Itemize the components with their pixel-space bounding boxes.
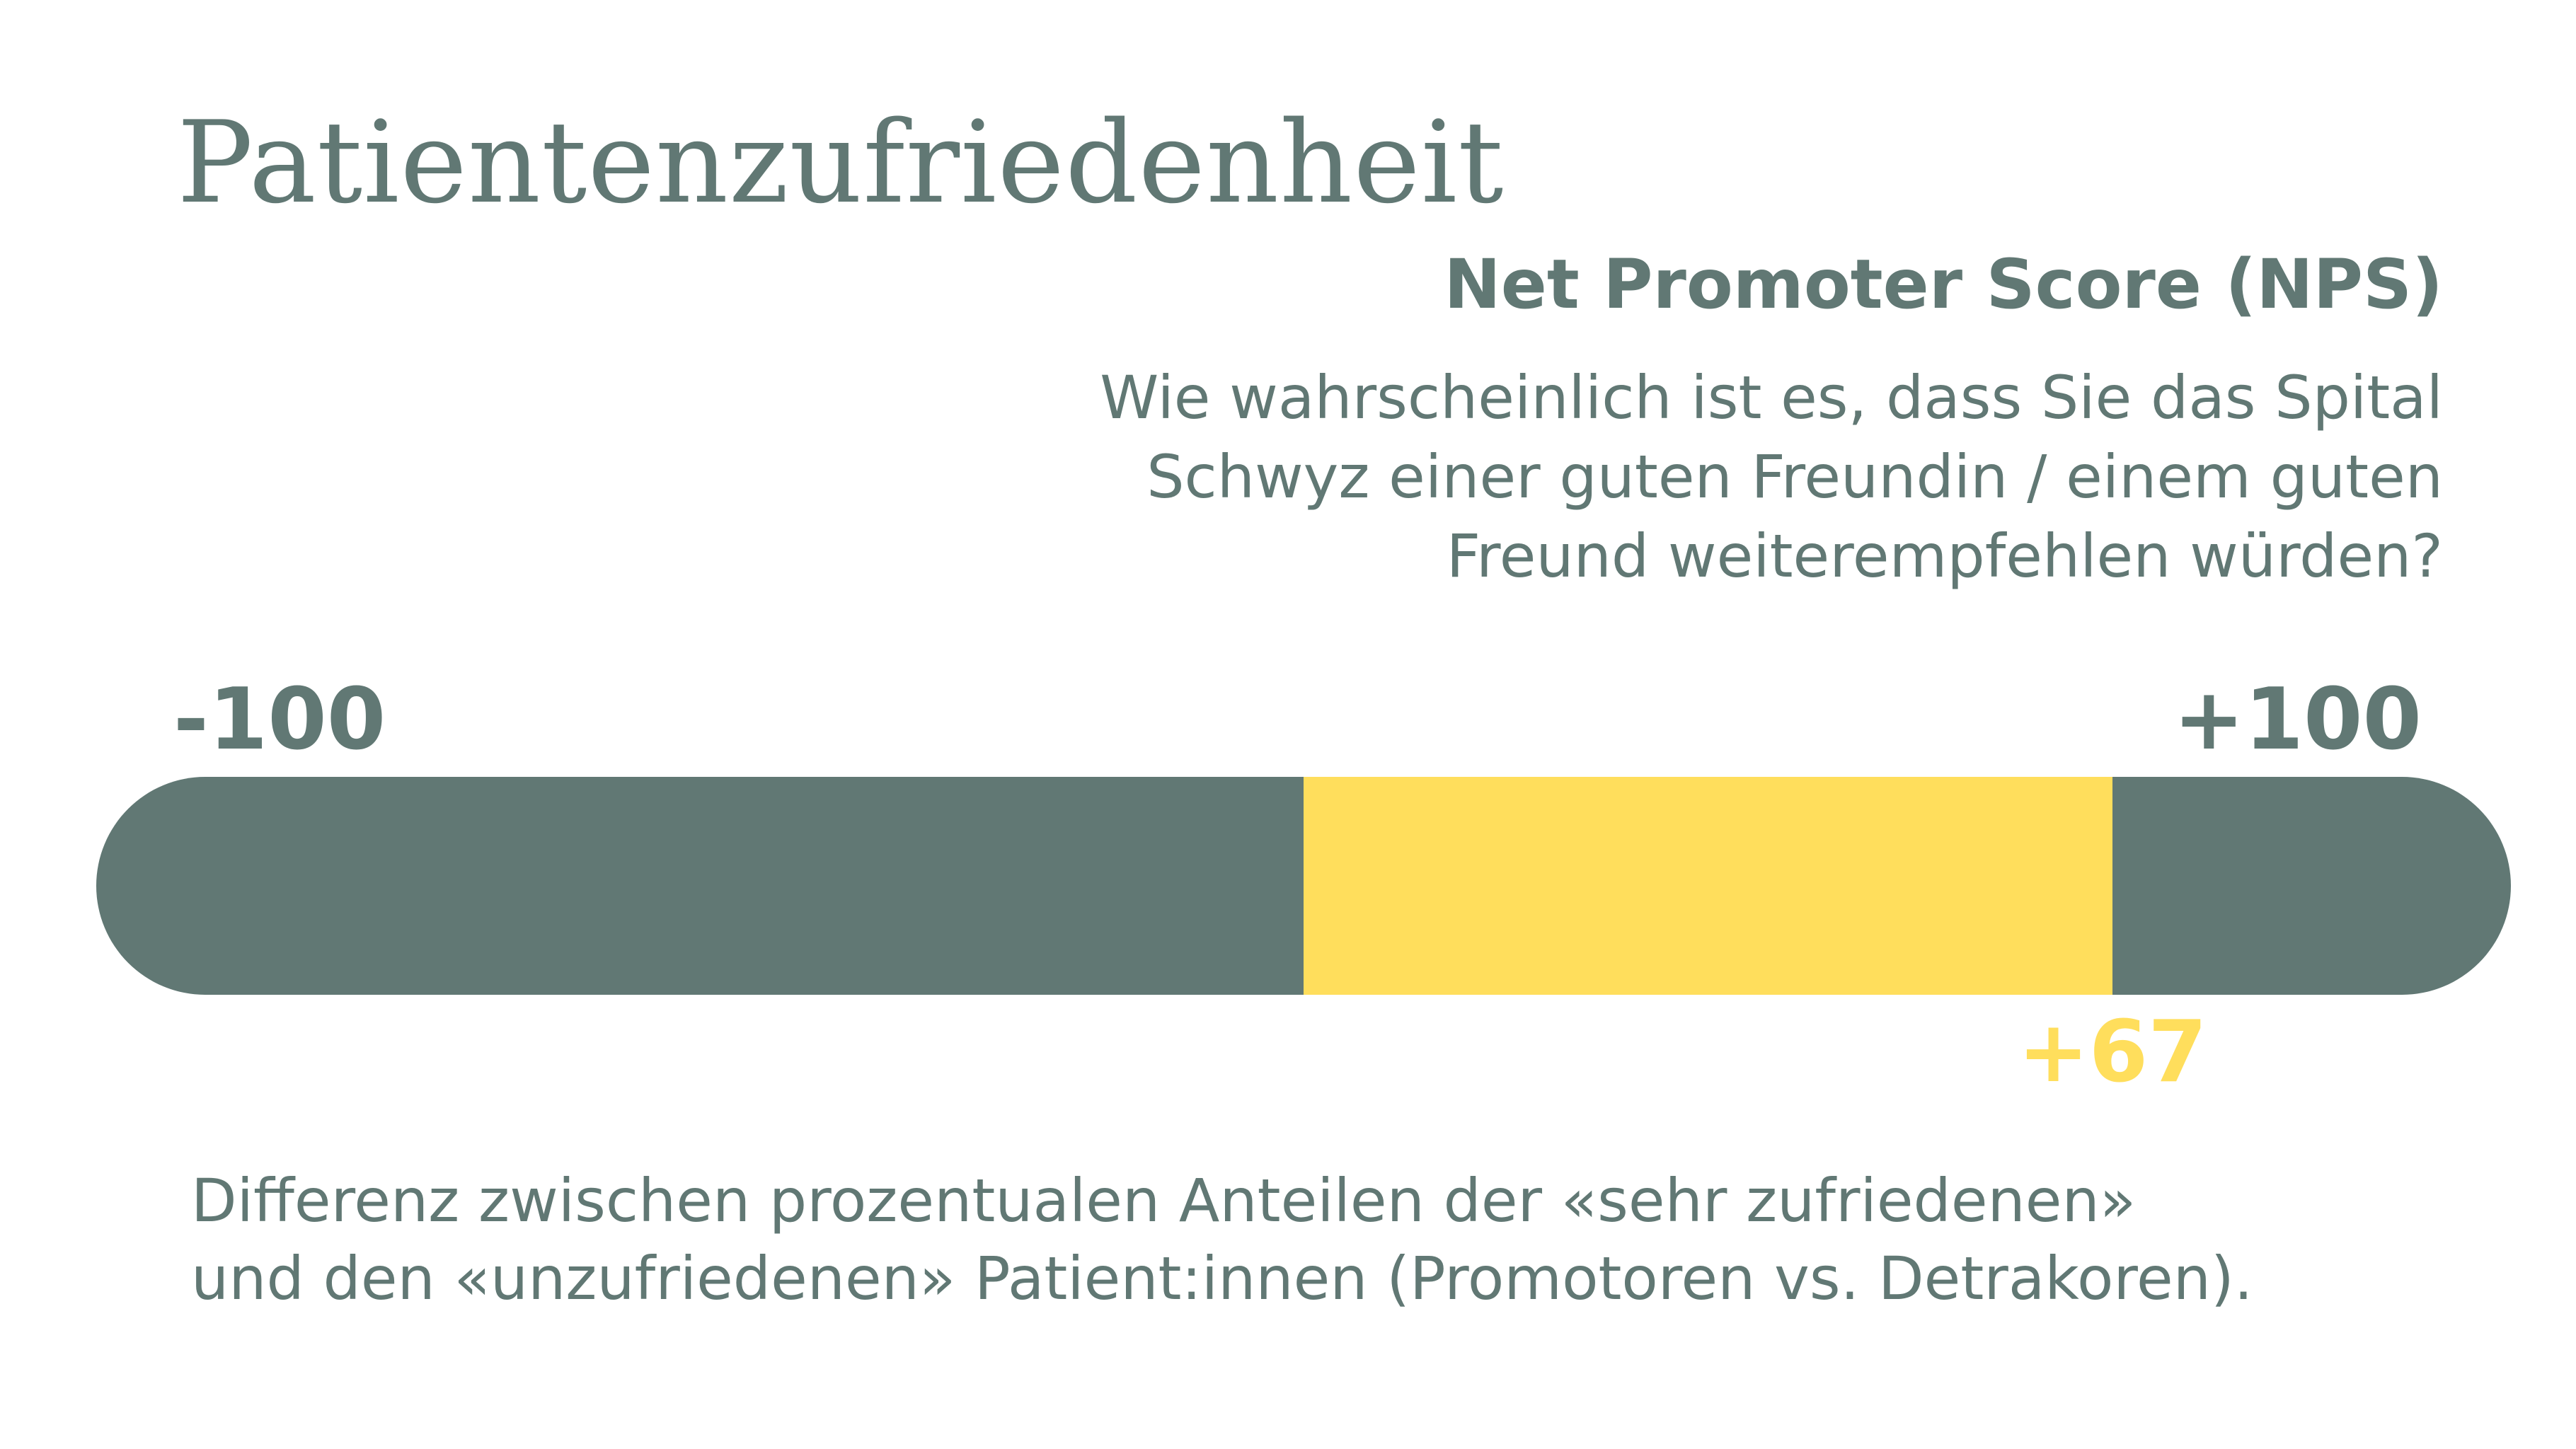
survey-question-line: Schwyz einer guten Freundin / einem gute… xyxy=(1146,442,2443,512)
footnote-line: und den «unzufriedenen» Patient:innen (P… xyxy=(191,1244,2253,1313)
survey-question-line: Wie wahrscheinlich ist es, dass Sie das … xyxy=(1100,363,2443,432)
nps-value-bar xyxy=(1304,777,2113,995)
nps-value-label: +67 xyxy=(2018,1003,2207,1102)
chart-footnote: Differenz zwischen prozentualen Anteilen… xyxy=(191,1162,2253,1317)
survey-question: Wie wahrscheinlich ist es, dass Sie das … xyxy=(1100,358,2443,596)
chart-title: Net Promoter Score (NPS) xyxy=(1444,245,2443,324)
scale-min-label: -100 xyxy=(173,671,386,769)
footnote-line: Differenz zwischen prozentualen Anteilen… xyxy=(191,1166,2137,1235)
page-title: Patientenzufriedenheit xyxy=(177,96,1505,229)
survey-question-line: Freund weiterempfehlen würden? xyxy=(1446,521,2443,591)
scale-max-label: +100 xyxy=(2173,671,2422,769)
